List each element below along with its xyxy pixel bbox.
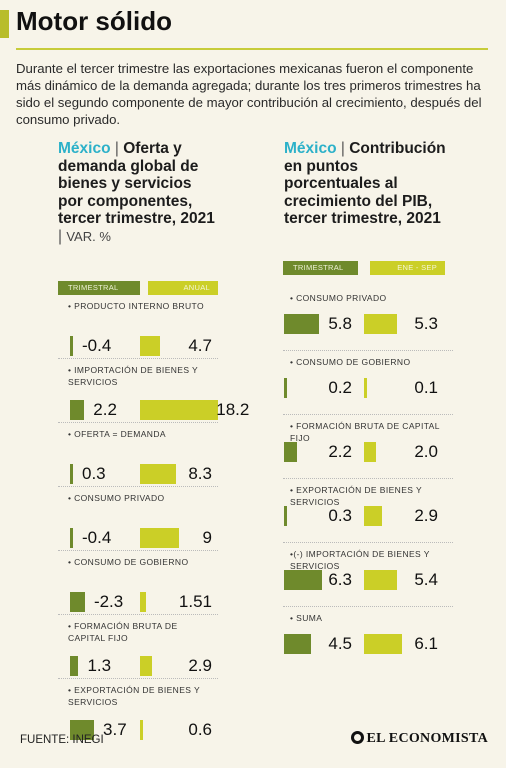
left-bar-trimestral (70, 592, 85, 612)
right-bar-ene-sep (364, 570, 398, 590)
left-value-label: 18.2 (216, 400, 250, 419)
intro-text: Durante el tercer trimestre las exportac… (16, 61, 482, 127)
right-category-label: • CONSUMO PRIVADO (290, 293, 387, 303)
left-value-label: 1.3 (87, 656, 112, 675)
right-row-separator (283, 350, 453, 351)
heading-separator: | (340, 140, 345, 157)
right-value-label: 5.3 (414, 314, 438, 333)
left-value-label: 4.7 (188, 336, 212, 355)
left-chart-title: Oferta y demanda global de bienes y serv… (58, 140, 215, 227)
heading-separator: | (58, 227, 63, 245)
right-category-label: • SUMA (290, 613, 323, 623)
right-bar-trimestral (284, 506, 287, 526)
left-chart-unit: VAR. % (66, 228, 111, 244)
left-row-separator (58, 678, 218, 679)
page-title: Motor sólido (16, 6, 172, 36)
right-category-label: • CONSUMO DE GOBIERNO (290, 357, 411, 367)
left-value-label: -0.4 (82, 528, 112, 547)
left-value-label: 8.3 (188, 464, 212, 483)
right-value-label: 6.1 (414, 634, 438, 653)
source-note: FUENTE: INEGI (20, 734, 104, 746)
right-value-label: 2.2 (328, 442, 352, 461)
right-legend-trimestral: TRIMESTRAL (283, 261, 358, 275)
left-bar-anual (140, 720, 143, 740)
left-bar-trimestral (70, 336, 73, 356)
right-value-label: 2.0 (414, 442, 438, 461)
brand-logo-text: EL ECONOMISTA (366, 731, 488, 746)
right-row-separator (283, 478, 453, 479)
right-value-label: 6.3 (328, 570, 352, 589)
left-category-label: • PRODUCTO INTERNO BRUTO (68, 301, 204, 311)
left-value-label: 0.3 (82, 464, 106, 483)
left-value-label: 3.7 (103, 720, 127, 739)
right-value-label: 0.2 (328, 378, 352, 397)
left-row-separator (58, 422, 218, 423)
right-bar-trimestral (284, 634, 311, 654)
right-bar-trimestral (284, 442, 298, 462)
brand-logo: EL ECONOMISTA (350, 731, 489, 747)
left-value-label: 0.6 (188, 720, 212, 739)
right-chart-country: México (284, 140, 337, 157)
left-value-label: 1.51 (178, 592, 212, 611)
left-bar-anual (140, 400, 219, 420)
right-bar-trimestral (284, 378, 287, 398)
right-value-label: 5.8 (328, 314, 352, 333)
right-bar-trimestral (284, 570, 322, 590)
title-rule (16, 48, 488, 50)
left-value-label: 2.2 (93, 400, 117, 419)
right-value-label: 0.3 (328, 506, 352, 525)
right-bar-ene-sep (364, 314, 397, 334)
left-bar-trimestral (70, 656, 79, 676)
left-bar-anual (140, 656, 153, 676)
title-row: Motor sólido (0, 6, 506, 42)
left-legend-anual: ANUAL (148, 281, 218, 295)
left-row-separator (58, 614, 218, 615)
left-bar-anual (140, 592, 147, 612)
left-bar-anual (140, 336, 161, 356)
right-row-separator (283, 606, 453, 607)
right-category-label: •(-) IMPORTACIÓN DE BIENES Y SERVICIOS (290, 549, 430, 571)
right-bar-ene-sep (364, 634, 402, 654)
brand-logo-icon (350, 731, 364, 744)
left-category-label: • IMPORTACIÓN DE BIENES Y SERVICIOS (68, 365, 198, 387)
left-category-label: • FORMACIÓN BRUTA DE CAPITAL FIJO (68, 621, 178, 643)
left-category-label: • CONSUMO PRIVADO (68, 493, 165, 503)
left-value-label: 9 (202, 528, 212, 547)
right-value-label: 2.9 (414, 506, 438, 525)
right-bar-ene-sep (364, 378, 367, 398)
left-category-label: • CONSUMO DE GOBIERNO (68, 557, 189, 567)
left-row-separator (58, 550, 218, 551)
right-chart-title: Contribución en puntos porcentuales al c… (284, 140, 446, 227)
left-category-label: • OFERTA = DEMANDA (68, 429, 166, 439)
right-legend-ene-sep: ENE - SEP (370, 261, 445, 275)
right-bar-ene-sep (364, 506, 382, 526)
left-legend-trimestral: TRIMESTRAL (58, 281, 140, 295)
left-chart-country: México (58, 140, 111, 157)
right-row-separator (283, 414, 453, 415)
left-bar-trimestral (70, 528, 73, 548)
left-value-label: -2.3 (93, 592, 124, 611)
right-value-label: 0.1 (414, 378, 438, 397)
right-chart-heading: México | Contribución en puntos porcentu… (284, 140, 454, 228)
left-bar-trimestral (70, 400, 85, 420)
right-value-label: 4.5 (328, 634, 352, 653)
right-value-label: 5.4 (414, 570, 438, 589)
left-bar-trimestral (70, 464, 73, 484)
left-bar-trimestral (70, 720, 95, 740)
left-row-separator (58, 486, 218, 487)
title-accent-bar (0, 10, 9, 38)
right-bar-ene-sep (364, 442, 377, 462)
heading-separator: | (114, 140, 119, 157)
left-row-separator (58, 358, 218, 359)
left-chart-heading: México | Oferta y demanda global de bien… (58, 140, 218, 245)
right-row-separator (283, 542, 453, 543)
left-bar-anual (140, 464, 176, 484)
left-value-label: 2.9 (188, 656, 212, 675)
left-category-label: • EXPORTACIÓN DE BIENES Y SERVICIOS (68, 685, 200, 707)
left-bar-anual (140, 528, 179, 548)
right-category-label: • EXPORTACIÓN DE BIENES Y SERVICIOS (290, 485, 422, 507)
right-category-label: • FORMACIÓN BRUTA DE CAPITAL FIJO (290, 421, 440, 443)
right-bar-trimestral (284, 314, 319, 334)
left-value-label: -0.4 (82, 336, 112, 355)
